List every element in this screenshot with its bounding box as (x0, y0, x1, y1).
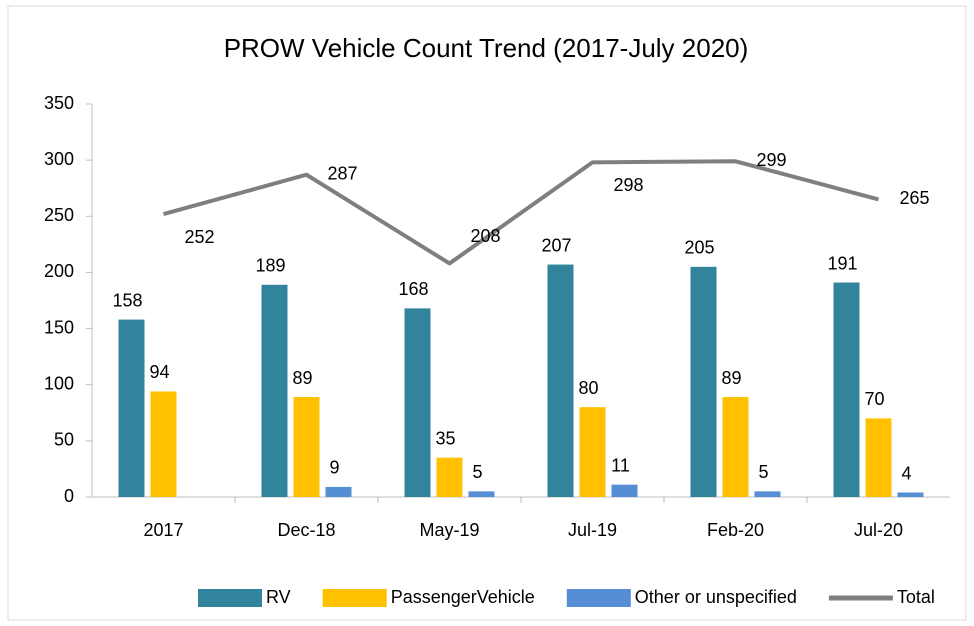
y-tick-label: 350 (44, 93, 74, 113)
legend-label: RV (266, 587, 291, 607)
bar (611, 484, 638, 497)
data-label: 208 (470, 226, 500, 246)
data-label: 299 (756, 150, 786, 170)
data-label: 94 (149, 362, 169, 382)
bar (547, 264, 574, 497)
data-label: 89 (292, 368, 312, 388)
legend-label: Other or unspecified (635, 587, 797, 607)
bar (436, 457, 463, 497)
data-label: 191 (827, 253, 857, 273)
y-tick-label: 50 (54, 430, 74, 450)
bar (468, 491, 495, 497)
data-label: 11 (611, 455, 630, 475)
legend-label: Total (897, 587, 935, 607)
data-label: 4 (901, 463, 911, 483)
bar (897, 492, 924, 497)
data-label: 207 (541, 235, 571, 255)
bar (579, 407, 606, 497)
bar (325, 486, 352, 497)
legend-swatch (566, 589, 631, 607)
data-label: 205 (684, 238, 714, 258)
data-label: 70 (864, 389, 884, 409)
y-tick-label: 0 (64, 486, 74, 506)
data-label: 287 (327, 163, 357, 183)
y-tick-label: 200 (44, 261, 74, 281)
data-label: 9 (329, 458, 339, 478)
x-tick-label: Jul-20 (854, 520, 903, 540)
bar (118, 319, 145, 497)
bar (754, 491, 781, 497)
y-tick-label: 100 (44, 373, 74, 393)
line (162, 159, 880, 266)
data-label: 35 (435, 428, 455, 448)
legend-swatch (198, 589, 262, 607)
data-label: 189 (255, 256, 285, 276)
bar (404, 308, 431, 497)
bar (722, 397, 749, 497)
bar (690, 266, 717, 497)
x-tick-label: May-19 (419, 520, 479, 540)
legend-swatch (322, 589, 387, 607)
chart-title: PROW Vehicle Count Trend (2017-July 2020… (224, 33, 749, 63)
data-label: 168 (398, 279, 428, 299)
data-label: 265 (899, 188, 929, 208)
data-label: 158 (112, 290, 142, 310)
y-tick-label: 150 (44, 317, 74, 337)
data-label: 80 (578, 378, 598, 398)
bar (833, 282, 860, 497)
data-label: 5 (472, 462, 482, 482)
legend-label: PassengerVehicle (391, 587, 535, 607)
x-tick-label: Dec-18 (277, 520, 335, 540)
chart-border (7, 5, 967, 621)
x-tick-label: 2017 (143, 520, 183, 540)
x-tick-label: Feb-20 (707, 520, 764, 540)
data-label: 5 (758, 462, 768, 482)
y-tick-label: 250 (44, 205, 74, 225)
bar (261, 284, 288, 497)
bar (293, 397, 320, 497)
data-label: 252 (184, 227, 214, 247)
bar (865, 418, 892, 497)
data-label: 89 (721, 368, 741, 388)
bar (150, 391, 177, 497)
data-label: 298 (613, 175, 643, 195)
x-tick-label: Jul-19 (568, 520, 617, 540)
y-tick-label: 300 (44, 149, 74, 169)
